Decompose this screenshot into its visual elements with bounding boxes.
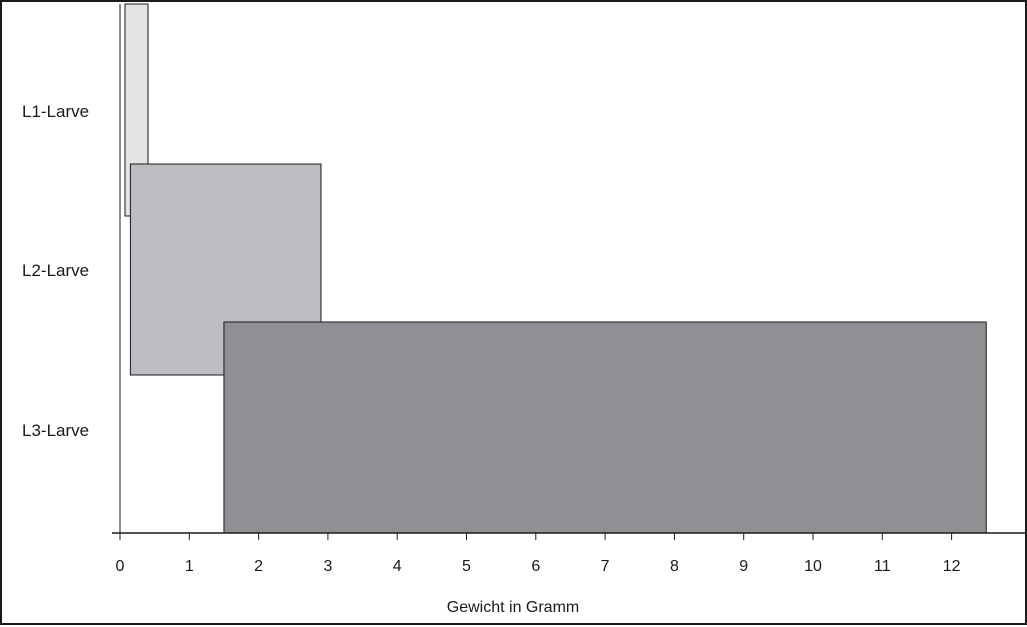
x-tick-label: 7 <box>601 558 610 575</box>
x-tick-label: 3 <box>323 558 332 575</box>
category-label: L1-Larve <box>22 102 89 121</box>
x-tick-label: 8 <box>670 558 679 575</box>
x-tick-label: 12 <box>943 558 961 575</box>
x-tick-label: 0 <box>116 558 125 575</box>
category-label: L3-Larve <box>22 421 89 440</box>
category-labels-layer: L1-Larve L2-Larve L3-Larve <box>22 102 89 440</box>
x-tick-label: 6 <box>531 558 540 575</box>
x-axis-title: Gewicht in Gramm <box>447 599 579 616</box>
x-tick-label: 9 <box>739 558 748 575</box>
x-tick-label: 5 <box>462 558 471 575</box>
x-tick-label: 1 <box>185 558 194 575</box>
bars-layer <box>125 4 986 533</box>
category-label: L2-Larve <box>22 261 89 280</box>
x-tick-label: 11 <box>874 558 891 575</box>
x-tick-label: 2 <box>254 558 263 575</box>
x-tick-label: 4 <box>393 558 402 575</box>
x-ticks-layer: 0 1 2 3 4 5 6 7 8 9 10 11 12 <box>116 533 961 575</box>
x-tick-label: 10 <box>804 558 822 575</box>
range-bar-l3-larve <box>224 322 986 533</box>
